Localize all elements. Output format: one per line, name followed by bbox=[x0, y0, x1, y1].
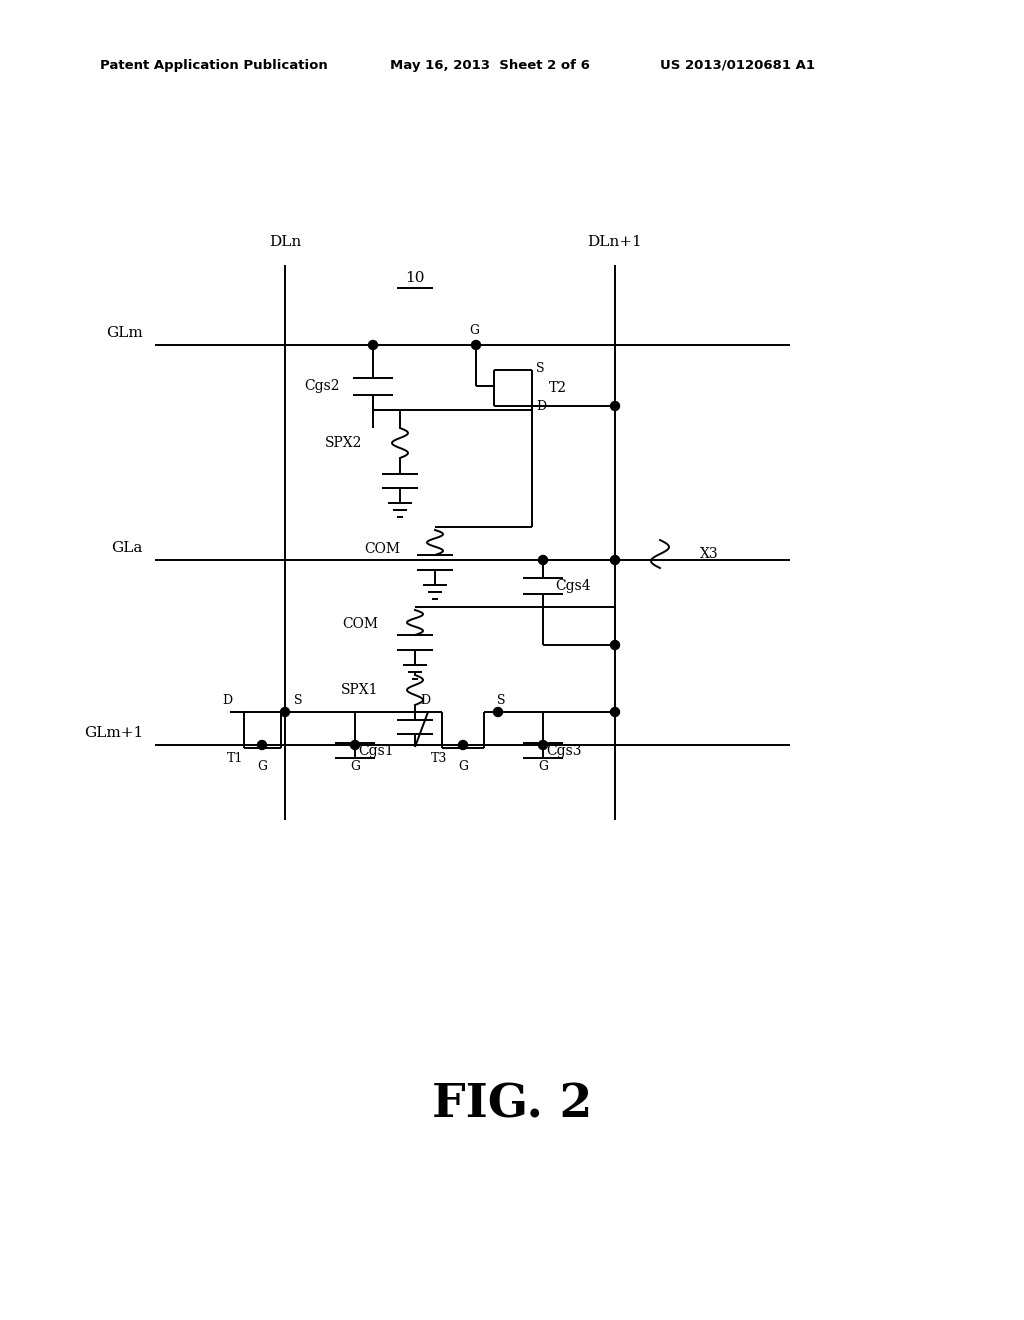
Circle shape bbox=[610, 556, 620, 565]
Text: T3: T3 bbox=[431, 751, 447, 764]
Circle shape bbox=[610, 708, 620, 717]
Text: SPX2: SPX2 bbox=[325, 436, 362, 450]
Text: D: D bbox=[222, 693, 232, 706]
Text: S: S bbox=[536, 363, 545, 375]
Circle shape bbox=[539, 556, 548, 565]
Text: Cgs3: Cgs3 bbox=[546, 744, 582, 758]
Circle shape bbox=[471, 341, 480, 350]
Text: SPX1: SPX1 bbox=[341, 682, 378, 697]
Text: GLm+1: GLm+1 bbox=[84, 726, 143, 741]
Circle shape bbox=[459, 741, 468, 750]
Text: GLm: GLm bbox=[106, 326, 143, 341]
Text: COM: COM bbox=[364, 543, 400, 556]
Text: 10: 10 bbox=[406, 271, 425, 285]
Text: T2: T2 bbox=[549, 381, 567, 395]
Text: Cgs2: Cgs2 bbox=[304, 379, 340, 393]
Circle shape bbox=[539, 741, 548, 750]
Circle shape bbox=[257, 741, 266, 750]
Text: DLn: DLn bbox=[269, 235, 301, 249]
Text: G: G bbox=[469, 325, 479, 338]
Text: X3: X3 bbox=[700, 546, 719, 561]
Text: Patent Application Publication: Patent Application Publication bbox=[100, 58, 328, 71]
Text: S: S bbox=[497, 693, 505, 706]
Text: D: D bbox=[536, 400, 546, 413]
Text: FIG. 2: FIG. 2 bbox=[432, 1082, 592, 1129]
Circle shape bbox=[610, 401, 620, 411]
Text: Cgs1: Cgs1 bbox=[358, 744, 393, 758]
Text: G: G bbox=[538, 759, 548, 772]
Text: US 2013/0120681 A1: US 2013/0120681 A1 bbox=[660, 58, 815, 71]
Text: DLn+1: DLn+1 bbox=[588, 235, 642, 249]
Circle shape bbox=[369, 341, 378, 350]
Circle shape bbox=[610, 640, 620, 649]
Text: COM: COM bbox=[342, 616, 378, 631]
Circle shape bbox=[281, 708, 290, 717]
Text: G: G bbox=[350, 759, 360, 772]
Text: May 16, 2013  Sheet 2 of 6: May 16, 2013 Sheet 2 of 6 bbox=[390, 58, 590, 71]
Text: S: S bbox=[294, 693, 302, 706]
Text: T1: T1 bbox=[227, 751, 244, 764]
Text: G: G bbox=[458, 759, 468, 772]
Text: Cgs4: Cgs4 bbox=[555, 579, 591, 593]
Circle shape bbox=[494, 708, 503, 717]
Circle shape bbox=[350, 741, 359, 750]
Text: G: G bbox=[257, 759, 267, 772]
Text: GLa: GLa bbox=[112, 541, 143, 554]
Text: D: D bbox=[420, 693, 430, 706]
